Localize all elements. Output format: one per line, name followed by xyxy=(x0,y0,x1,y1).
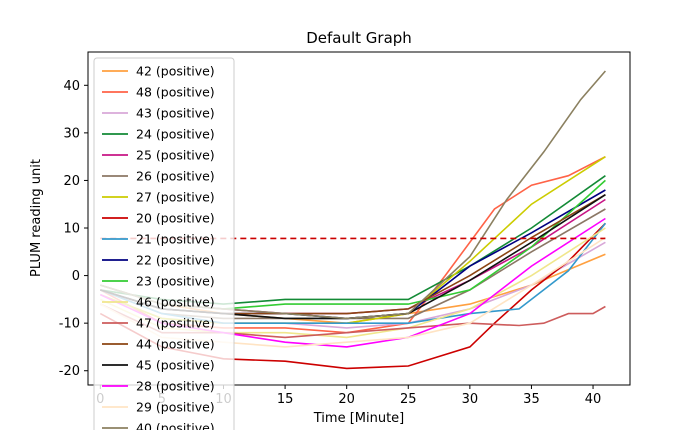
legend-entry: 46 (positive) xyxy=(136,295,215,310)
legend-entry: 47 (positive) xyxy=(136,316,215,331)
x-tick-label: 15 xyxy=(277,392,294,407)
y-tick-label: -10 xyxy=(59,317,80,332)
legend-entry: 43 (positive) xyxy=(136,106,215,121)
x-axis-label: Time [Minute] xyxy=(313,411,405,426)
legend-box xyxy=(93,57,235,430)
y-tick-label: 10 xyxy=(63,222,80,237)
y-tick-label: 30 xyxy=(63,126,80,141)
legend-entry: 45 (positive) xyxy=(136,358,215,373)
x-tick-label: 25 xyxy=(400,392,417,407)
legend-entry: 21 (positive) xyxy=(136,232,215,247)
legend-entry: 22 (positive) xyxy=(136,253,215,268)
legend-entry: 26 (positive) xyxy=(136,169,215,184)
legend-entry: 29 (positive) xyxy=(136,400,215,415)
y-axis-ticks: -20 -10 0 10 20 30 40 xyxy=(59,79,88,379)
legend-entry: 27 (positive) xyxy=(136,190,215,205)
legend-entry: 44 (positive) xyxy=(136,337,215,352)
y-tick-label: 0 xyxy=(72,269,80,284)
legend: 42 (positive) 48 (positive) 43 (positive) 2… xyxy=(93,57,235,430)
legend-entry: 42 (positive) xyxy=(136,64,215,79)
y-axis-label: PLUM reading unit xyxy=(29,159,44,277)
y-tick-label: -20 xyxy=(59,364,80,379)
x-tick-label: 30 xyxy=(462,392,479,407)
axes-frame xyxy=(87,51,631,386)
y-tick-label: 20 xyxy=(63,174,80,189)
x-tick-label: 20 xyxy=(338,392,355,407)
legend-entry: 24 (positive) xyxy=(136,127,215,142)
legend-entry: 28 (positive) xyxy=(136,379,215,394)
y-tick-label: 40 xyxy=(63,79,80,94)
x-tick-label: 35 xyxy=(523,392,540,407)
legend-entry: 40 (positive) xyxy=(136,421,215,430)
chart-title: Default Graph xyxy=(306,29,412,47)
legend-entry: 23 (positive) xyxy=(136,274,215,289)
legend-entry: 20 (positive) xyxy=(136,211,215,226)
plot-frame xyxy=(87,51,631,386)
legend-entry: 48 (positive) xyxy=(136,85,215,100)
x-tick-label: 40 xyxy=(585,392,602,407)
legend-entry: 25 (positive) xyxy=(136,148,215,163)
